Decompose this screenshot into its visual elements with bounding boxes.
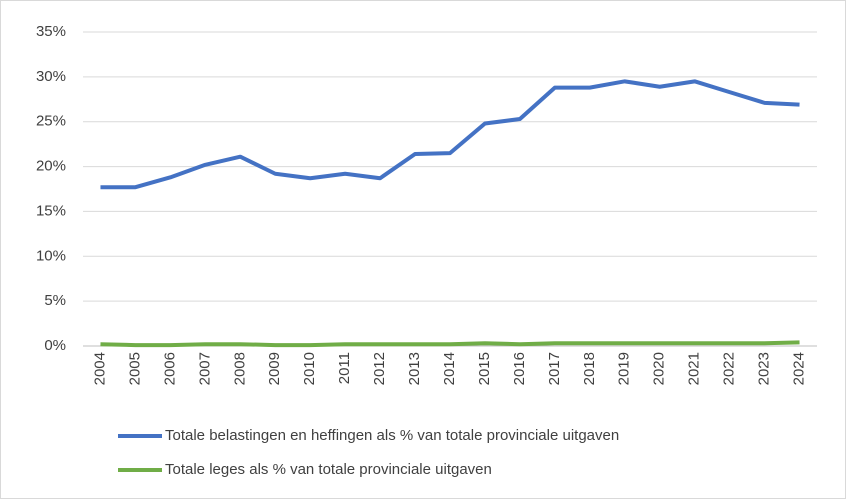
x-tick-label: 2024 (790, 352, 807, 385)
y-tick-label: 20% (36, 158, 66, 175)
y-tick-label: 35% (36, 23, 66, 40)
x-tick-label: 2014 (441, 352, 458, 385)
x-tick-label: 2021 (686, 352, 703, 385)
y-tick-label: 30% (36, 68, 66, 85)
x-tick-label: 2015 (476, 352, 493, 385)
x-tick-label: 2011 (336, 352, 353, 384)
x-tick-label: 2005 (126, 352, 143, 385)
y-tick-label: 10% (36, 247, 66, 264)
legend-label: Totale belastingen en heffingen als % va… (165, 427, 619, 444)
x-tick-label: 2019 (616, 352, 633, 385)
y-tick-label: 25% (36, 113, 66, 130)
y-tick-label: 5% (44, 292, 66, 309)
x-tick-label: 2010 (301, 352, 318, 385)
x-tick-label: 2007 (196, 352, 213, 385)
x-tick-label: 2017 (546, 352, 563, 385)
series-line (100, 340, 800, 348)
series-line (100, 79, 800, 190)
x-tick-label: 2004 (91, 352, 108, 385)
x-tick-label: 2023 (756, 352, 773, 385)
x-tick-label: 2013 (406, 352, 423, 385)
y-tick-label: 15% (36, 202, 66, 219)
x-tick-label: 2018 (581, 352, 598, 385)
x-tick-label: 2009 (266, 352, 283, 385)
x-tick-label: 2008 (231, 352, 248, 385)
legend-label: Totale leges als % van totale provincial… (165, 461, 492, 478)
x-tick-label: 2006 (161, 352, 178, 385)
x-tick-label: 2016 (511, 352, 528, 385)
y-tick-label: 0% (44, 337, 66, 354)
x-tick-label: 2020 (651, 352, 668, 385)
x-tick-label: 2012 (371, 352, 388, 385)
x-tick-label: 2022 (721, 352, 738, 385)
